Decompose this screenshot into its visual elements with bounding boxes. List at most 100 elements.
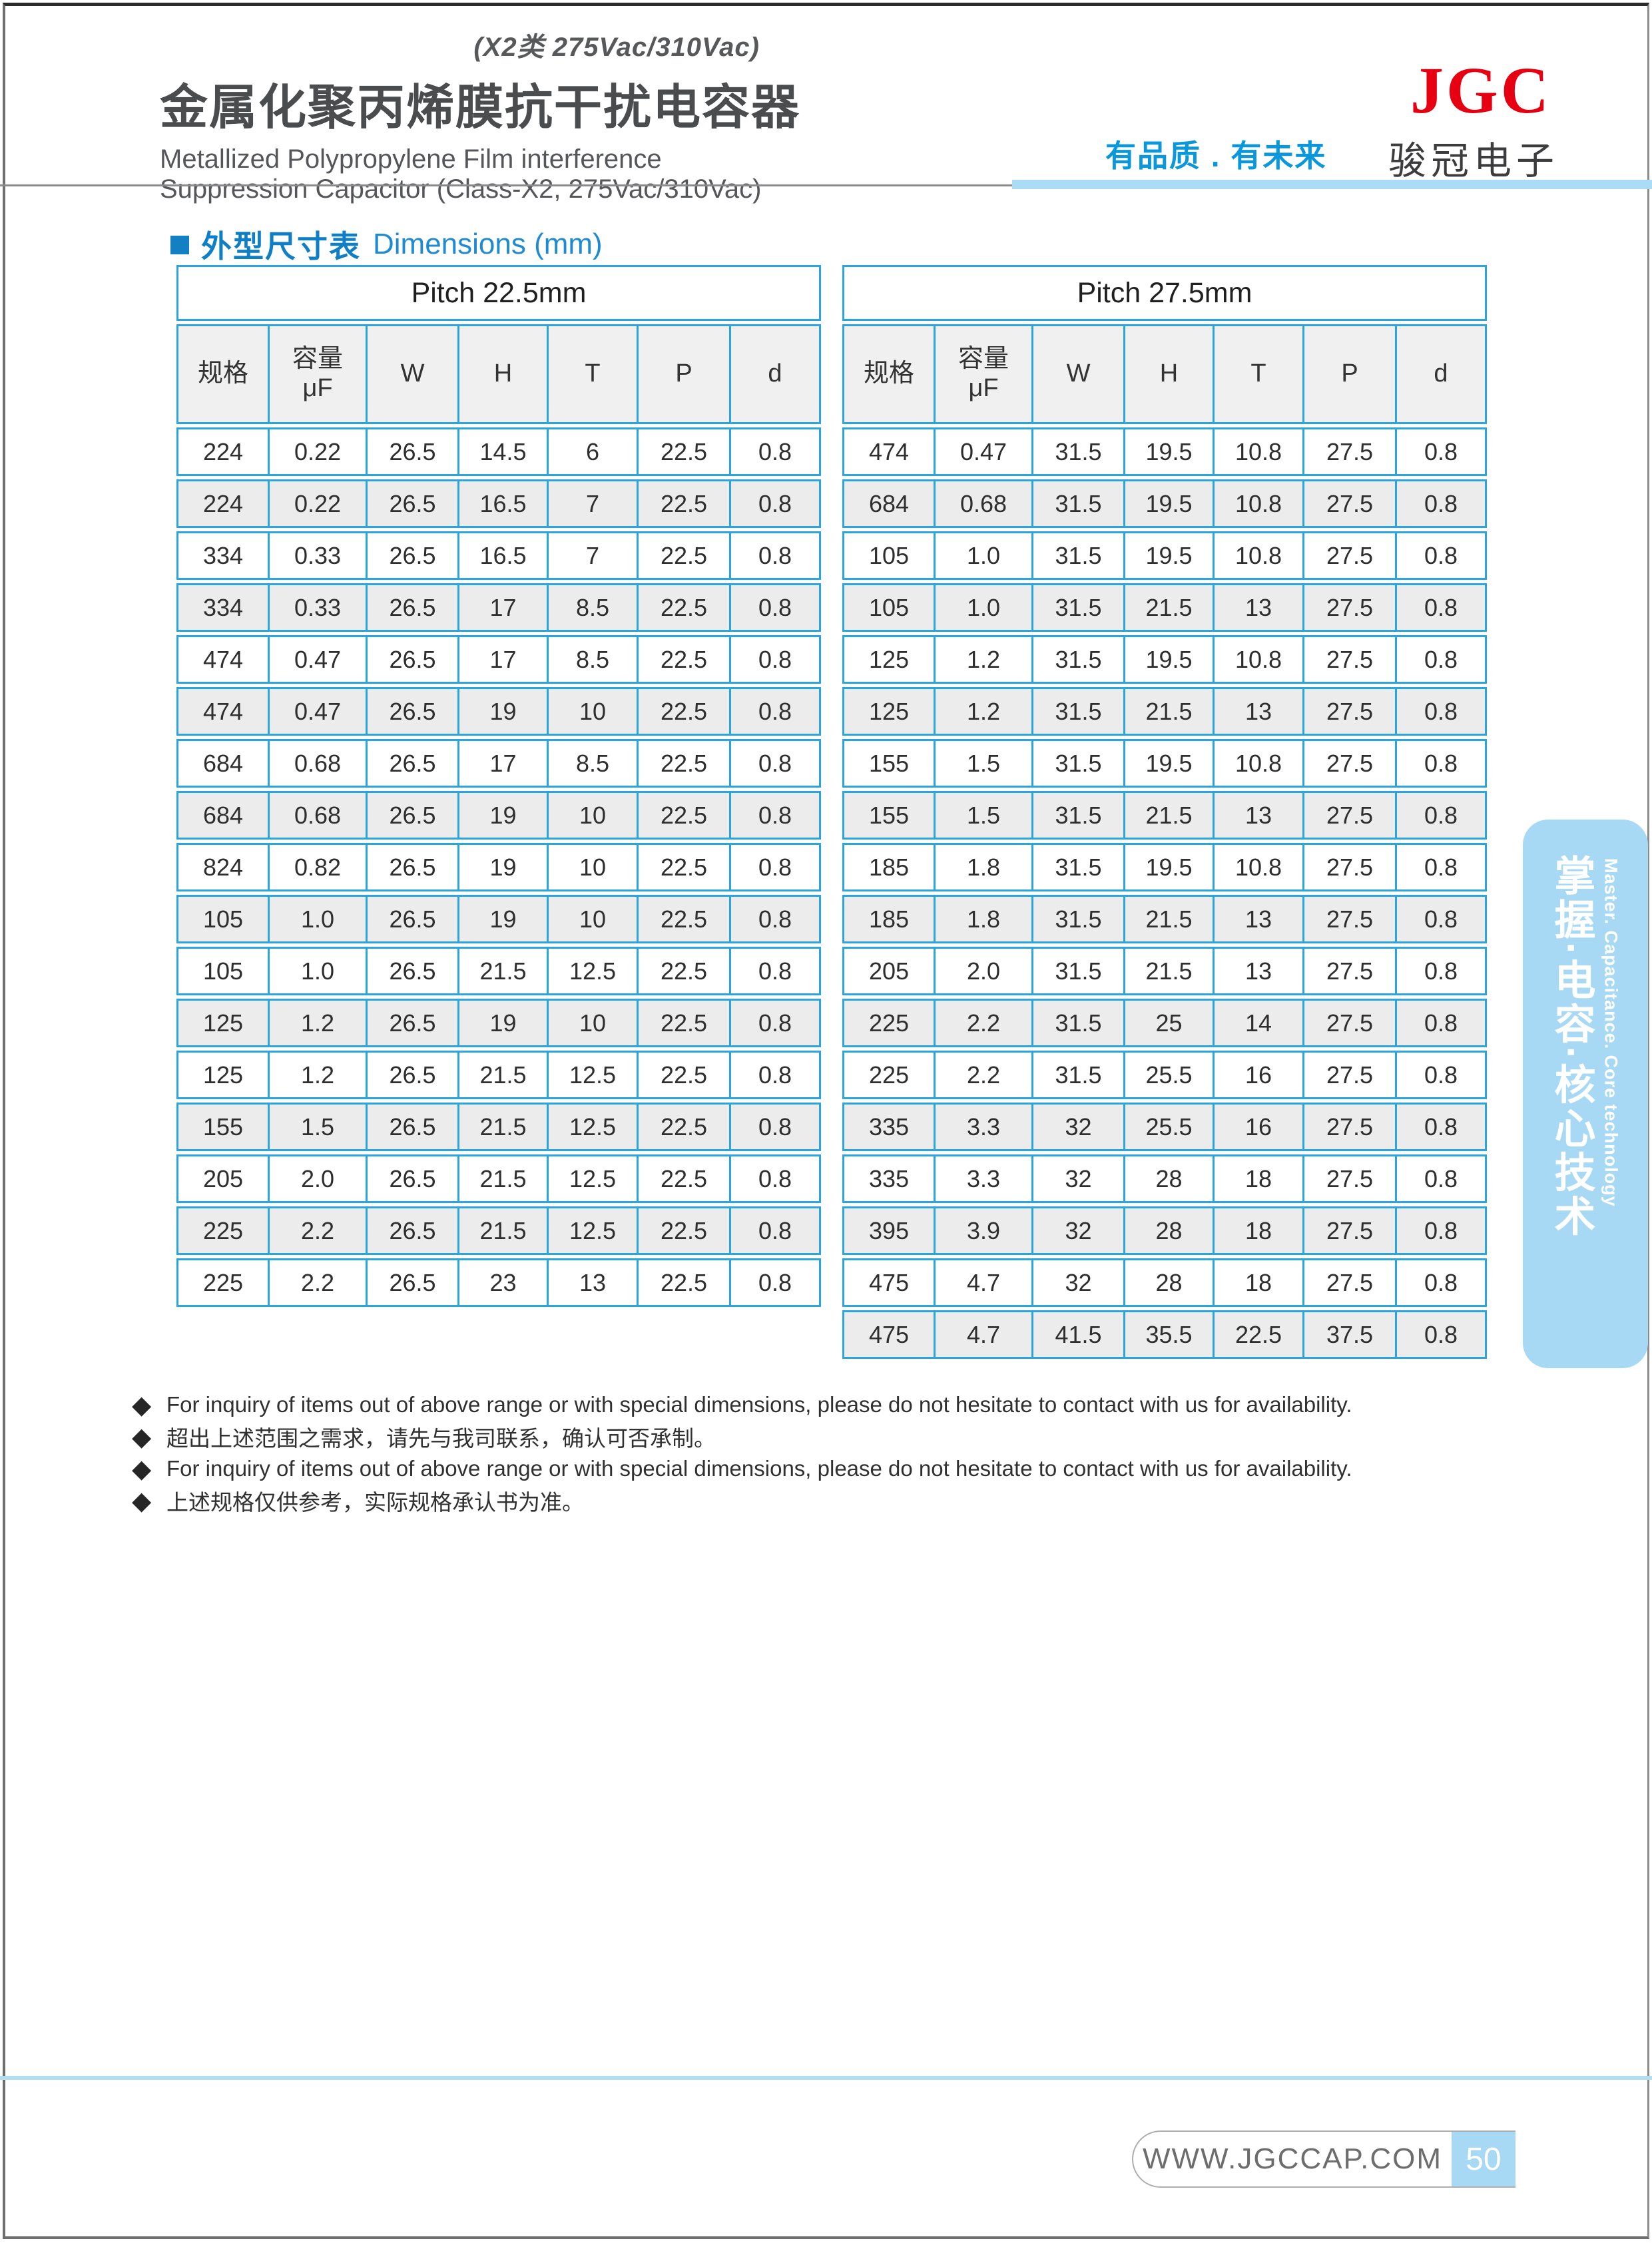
table-cell: 26.5 <box>366 533 457 578</box>
table-cell: 2.2 <box>268 1208 366 1253</box>
table-cell: 27.5 <box>1302 741 1395 786</box>
table-cell: 21.5 <box>457 1156 547 1201</box>
table-cell: 185 <box>844 845 934 889</box>
table-cell: 125 <box>844 689 934 734</box>
table-cell: 125 <box>178 1001 268 1045</box>
table-cell: 0.68 <box>934 481 1031 526</box>
table-cell: 17 <box>457 637 547 682</box>
section-square-icon <box>170 236 189 254</box>
table-cell: 0.8 <box>729 1105 819 1149</box>
column-header-p: P <box>637 326 729 422</box>
table-cell: 7 <box>547 533 637 578</box>
table-cell: 21.5 <box>457 1053 547 1097</box>
table-cell: 0.8 <box>1395 637 1485 682</box>
table-row: 105 1.0 26.5 21.5 12.5 22.5 0.8 <box>176 947 821 995</box>
table-cell: 0.22 <box>268 481 366 526</box>
column-header-label: d <box>1434 360 1448 388</box>
page-title-chinese: 金属化聚丙烯膜抗干扰电容器 <box>160 81 801 134</box>
table-cell: 7 <box>547 481 637 526</box>
table-cell: 13 <box>547 1260 637 1305</box>
table-cell: 31.5 <box>1031 949 1123 993</box>
table-cell: 395 <box>844 1208 934 1253</box>
column-header-label: P <box>1341 360 1358 388</box>
table-cell: 8.5 <box>547 741 637 786</box>
table-body: 224 0.22 26.5 14.5 6 22.5 0.8 224 0.22 26.5 16.5 7 2… <box>176 427 821 1307</box>
table-cell: 225 <box>178 1208 268 1253</box>
table-cell: 16.5 <box>457 481 547 526</box>
table-cell: 1.0 <box>268 949 366 993</box>
side-slogan-chinese: 掌握·电容·核心技术 <box>1547 854 1594 1239</box>
table-cell: 14.5 <box>457 429 547 474</box>
table-cell: 22.5 <box>637 1260 729 1305</box>
table-cell: 37.5 <box>1302 1312 1395 1357</box>
table-cell: 1.0 <box>934 533 1031 578</box>
table-row: 185 1.8 31.5 21.5 13 27.5 0.8 <box>842 895 1487 943</box>
column-header-w: W <box>1031 326 1123 422</box>
table-cell: 10.8 <box>1213 533 1302 578</box>
table-cell: 13 <box>1213 585 1302 630</box>
column-header-spec: 规格 <box>844 326 934 422</box>
company-logo: JGC <box>1410 53 1551 127</box>
table-cell: 22.5 <box>637 1156 729 1201</box>
company-name-chinese: 骏冠电子 <box>1388 140 1559 182</box>
table-cell: 1.5 <box>934 793 1031 838</box>
column-header-label: P <box>675 360 692 388</box>
footer-pill: WWW.JGCCAP.COM 50 <box>1132 2130 1515 2188</box>
table-row: 335 3.3 32 25.5 16 27.5 0.8 <box>842 1103 1487 1151</box>
table-cell: 12.5 <box>547 1105 637 1149</box>
table-cell: 22.5 <box>1213 1312 1302 1357</box>
table-cell: 0.68 <box>268 741 366 786</box>
column-header-t: T <box>1213 326 1302 422</box>
table-cell: 12.5 <box>547 1053 637 1097</box>
table-row: 225 2.2 31.5 25.5 16 27.5 0.8 <box>842 1051 1487 1099</box>
table-cell: 0.8 <box>1395 1260 1485 1305</box>
table-cell: 155 <box>844 793 934 838</box>
table-cell: 19.5 <box>1123 845 1213 889</box>
table-cell: 27.5 <box>1302 1105 1395 1149</box>
brand-slogan: 有品质 . 有未来 <box>1105 138 1327 173</box>
table-cell: 26.5 <box>366 1208 457 1253</box>
column-header-label: d <box>768 360 782 388</box>
header-divider-gray <box>0 184 1012 186</box>
table-cell: 26.5 <box>366 741 457 786</box>
table-cell: 14 <box>1213 1001 1302 1045</box>
table-cell: 23 <box>457 1260 547 1305</box>
diamond-bullet-icon: ◆ <box>132 1487 152 1515</box>
table-cell: 28 <box>1123 1156 1213 1201</box>
table-cell: 0.8 <box>1395 793 1485 838</box>
table-cell: 31.5 <box>1031 429 1123 474</box>
section-title-chinese: 外型尺寸表 <box>201 229 361 264</box>
table-cell: 105 <box>178 949 268 993</box>
table-cell: 27.5 <box>1302 845 1395 889</box>
table-cell: 27.5 <box>1302 1156 1395 1201</box>
column-header-d: d <box>1395 326 1485 422</box>
table-cell: 335 <box>844 1156 934 1201</box>
table-cell: 0.8 <box>1395 1001 1485 1045</box>
table-cell: 19 <box>457 689 547 734</box>
table-cell: 0.8 <box>1395 1105 1485 1149</box>
table-cell: 27.5 <box>1302 585 1395 630</box>
table-cell: 0.8 <box>729 637 819 682</box>
table-cell: 32 <box>1031 1105 1123 1149</box>
table-cell: 2.2 <box>934 1001 1031 1045</box>
table-row: 225 2.2 26.5 21.5 12.5 22.5 0.8 <box>176 1206 821 1255</box>
table-cell: 0.8 <box>729 1053 819 1097</box>
table-cell: 0.8 <box>1395 845 1485 889</box>
table-cell: 13 <box>1213 897 1302 941</box>
table-cell: 26.5 <box>366 897 457 941</box>
table-cell: 0.8 <box>729 1001 819 1045</box>
column-header-spec: 规格 <box>178 326 268 422</box>
table-cell: 0.8 <box>1395 585 1485 630</box>
table-cell: 2.2 <box>268 1260 366 1305</box>
table-cell: 16 <box>1213 1053 1302 1097</box>
table-cell: 25.5 <box>1123 1053 1213 1097</box>
table-cell: 824 <box>178 845 268 889</box>
footnote-text: For inquiry of items out of above range … <box>166 1392 1352 1417</box>
table-row: 474 0.47 31.5 19.5 10.8 27.5 0.8 <box>842 427 1487 476</box>
table-cell: 22.5 <box>637 741 729 786</box>
column-header-p: P <box>1302 326 1395 422</box>
table-cell: 18 <box>1213 1208 1302 1253</box>
table-row: 185 1.8 31.5 19.5 10.8 27.5 0.8 <box>842 843 1487 891</box>
table-cell: 21.5 <box>457 1208 547 1253</box>
